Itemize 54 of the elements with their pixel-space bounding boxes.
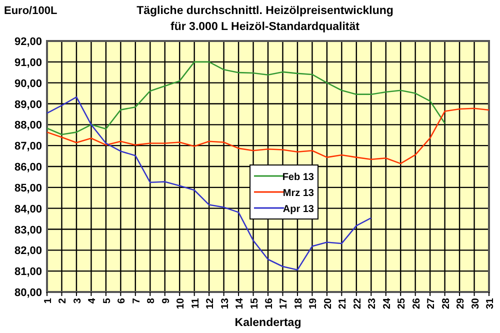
y-tick-label: 90,00 [14, 78, 42, 90]
x-tick-label: 8 [146, 298, 158, 304]
x-tick-label: 27 [426, 298, 438, 310]
x-tick-label: 23 [367, 298, 378, 310]
y-tick-label: 85,00 [14, 182, 42, 194]
y-tick-label: 80,00 [14, 287, 42, 299]
line-series [46, 96, 372, 270]
y-tick-label: 84,00 [14, 203, 42, 216]
y-tick-label: 83,00 [14, 224, 42, 236]
y-tick-label: 82,00 [14, 245, 42, 258]
x-tick-label: 3 [72, 298, 84, 304]
y-axis-title: Euro/100L [4, 5, 58, 17]
y-tick-label: 91,00 [14, 56, 42, 69]
line-series [46, 108, 490, 164]
x-tick-label: 25 [396, 298, 408, 310]
x-tick-label: 9 [160, 298, 172, 304]
x-tick-label: 12 [205, 298, 216, 310]
y-tick-label: 86,00 [14, 162, 42, 174]
legend-label: Feb 13 [282, 172, 314, 183]
x-tick-label: 2 [58, 298, 69, 304]
x-tick-label: 4 [87, 298, 98, 304]
x-tick-label: 31 [485, 298, 496, 310]
x-axis-title: Kalendertag [234, 317, 302, 329]
line-series [46, 61, 446, 136]
x-tick-label: 13 [220, 298, 231, 310]
x-tick-label: 11 [190, 298, 202, 309]
y-tick-label: 88,00 [14, 120, 42, 132]
x-tick-label: 24 [382, 298, 393, 310]
x-tick-label: 17 [278, 298, 290, 310]
x-tick-label: 10 [176, 298, 187, 310]
x-tick-label: 19 [308, 298, 320, 310]
x-tick-label: 6 [116, 298, 128, 304]
x-tick-label: 14 [234, 298, 246, 310]
x-tick-label: 5 [102, 298, 113, 304]
chart-subtitle: für 3.000 L Heizöl-Standardqualität [170, 21, 360, 33]
x-tick-label: 29 [456, 298, 467, 310]
x-tick-label: 22 [352, 298, 364, 310]
x-tick-label: 21 [338, 298, 349, 310]
chart-title: Tägliche durchschnittl. Heizölpreisentwicklung [136, 5, 394, 17]
x-tick-label: 18 [293, 298, 304, 310]
x-tick-label: 28 [440, 298, 452, 310]
x-tick-label: 7 [131, 298, 142, 304]
y-tick-label: 89,00 [14, 98, 42, 111]
y-tick-label: 81,00 [14, 266, 42, 278]
y-tick-label: 87,00 [14, 140, 42, 153]
x-tick-label: 20 [322, 298, 334, 310]
x-tick-label: 26 [411, 298, 422, 310]
x-tick-label: 16 [264, 298, 275, 310]
x-tick-label: 1 [43, 298, 54, 304]
legend-label: Mrz 13 [282, 188, 314, 199]
y-tick-label: 92,00 [14, 36, 42, 48]
legend-label: Apr 13 [282, 204, 314, 215]
x-tick-label: 30 [470, 298, 482, 310]
x-tick-label: 15 [249, 298, 260, 310]
